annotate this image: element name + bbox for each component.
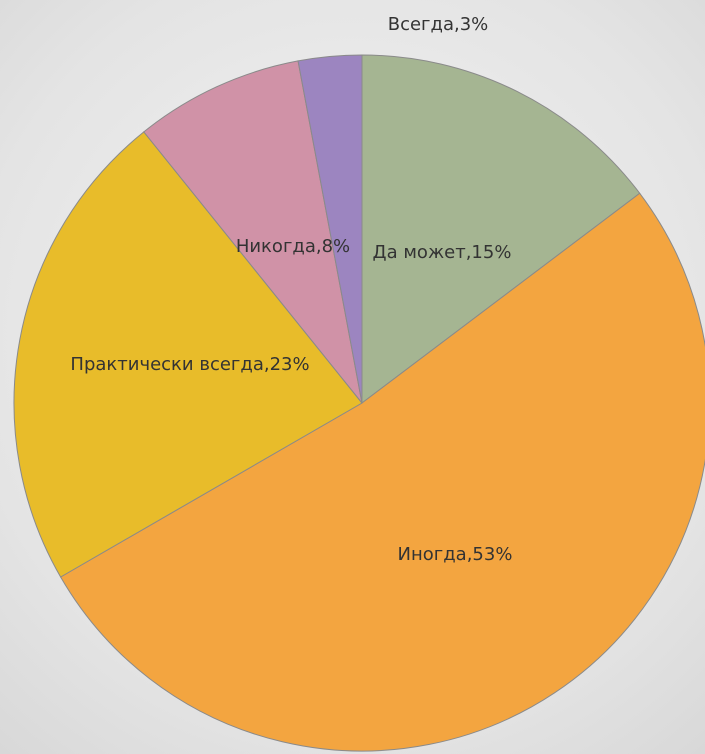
data-label: Практически всегда,23% [70, 354, 309, 375]
data-label: Никогда,8% [236, 236, 350, 257]
pie-slice [361, 54, 641, 405]
data-label: Иногда,53% [398, 544, 513, 565]
pie-slice [13, 131, 363, 578]
data-label: Всегда,3% [388, 14, 489, 35]
data-label: Да может,15% [373, 242, 512, 263]
pie-slice [297, 54, 363, 404]
pie-slice [59, 192, 705, 752]
pie-slice [143, 60, 363, 404]
